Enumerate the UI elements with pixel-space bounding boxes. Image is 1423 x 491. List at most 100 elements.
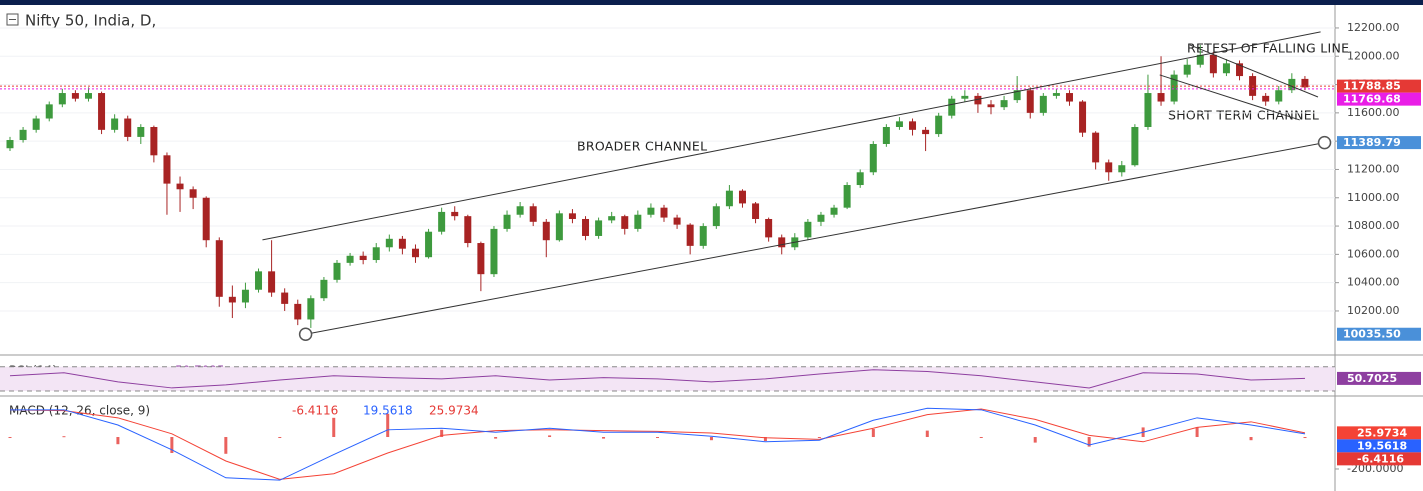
candle-body xyxy=(1118,165,1126,173)
candle-body xyxy=(1288,78,1296,91)
candle-body xyxy=(804,221,812,238)
candle-body xyxy=(215,240,223,297)
candle-body xyxy=(45,104,53,119)
candle-body xyxy=(1236,63,1244,77)
candle-body xyxy=(647,207,655,215)
candle-body xyxy=(346,255,354,263)
y-tick-label: 10800.00 xyxy=(1347,219,1400,232)
candle-body xyxy=(752,203,760,219)
candle-body xyxy=(1222,63,1230,74)
candle-body xyxy=(817,214,825,222)
candle-body xyxy=(1275,90,1283,102)
candle-body xyxy=(477,243,485,275)
trendline xyxy=(1159,74,1300,121)
candle-body xyxy=(425,231,433,258)
candle-body xyxy=(255,271,263,290)
candle-body xyxy=(935,115,943,135)
macd-histogram-bar xyxy=(440,429,444,438)
candle-body xyxy=(830,207,838,215)
candle-body xyxy=(621,216,629,229)
candle-body xyxy=(725,190,733,207)
candle-body xyxy=(503,214,511,229)
candle-body xyxy=(268,271,276,293)
macd-label: 19.5618 xyxy=(1357,439,1407,452)
trendline-handle xyxy=(1317,135,1332,150)
macd-histogram-bar xyxy=(1249,437,1253,441)
macd-histogram-bar xyxy=(62,436,66,438)
annotation: BROADER CHANNEL xyxy=(577,139,707,154)
candle-body xyxy=(228,296,236,303)
candle-body xyxy=(320,279,328,299)
macd-label-box xyxy=(1337,426,1421,440)
candle-body xyxy=(1209,54,1217,74)
y-tick-label: 10200.00 xyxy=(1347,304,1400,317)
macd-histogram-bar xyxy=(170,437,174,453)
candle-body xyxy=(516,206,524,215)
candle-body xyxy=(1039,95,1047,113)
rsi-line xyxy=(9,369,1306,389)
annotation: SHORT TERM CHANNEL xyxy=(1168,108,1319,123)
macd-histogram-bar xyxy=(602,437,606,439)
macd-histogram-bar xyxy=(925,430,929,438)
candle-body xyxy=(6,140,14,149)
chart-title: Nifty 50, India, D, xyxy=(25,12,156,30)
y-tick-label: 11200.00 xyxy=(1347,162,1400,175)
candle-body xyxy=(712,206,720,227)
candle-body xyxy=(71,93,79,99)
collapse-icon[interactable] xyxy=(6,13,19,26)
candle-body xyxy=(778,237,786,248)
price-label: 11769.68 xyxy=(1343,93,1401,106)
signal xyxy=(9,408,1306,480)
macd-histogram-bar xyxy=(494,437,498,439)
macd-histogram-bar xyxy=(224,437,228,454)
price-label-box xyxy=(1337,79,1421,93)
candle-body xyxy=(974,95,982,105)
candle-body xyxy=(1183,64,1191,75)
candle-body xyxy=(869,143,877,173)
annotation: RETEST OF FALLING LINE xyxy=(1187,41,1349,56)
candle-body xyxy=(385,238,393,248)
candle-body xyxy=(529,206,537,222)
candle-body xyxy=(464,216,472,244)
candle-body xyxy=(451,211,459,217)
candle-body xyxy=(1026,90,1034,113)
macd-histogram-bar xyxy=(116,437,120,445)
candle-body xyxy=(32,118,40,130)
macd-histogram-bar xyxy=(386,413,390,438)
macd-histogram-bar xyxy=(763,437,767,442)
candle-body xyxy=(856,172,864,186)
candle-body xyxy=(1301,78,1309,88)
macd-histogram-bar xyxy=(278,437,282,439)
candle-body xyxy=(1131,127,1139,166)
candle-body xyxy=(542,221,550,241)
candle-body xyxy=(150,127,158,156)
candle-body xyxy=(555,213,563,241)
y-tick-label: 11600.00 xyxy=(1347,106,1400,119)
candle-body xyxy=(961,95,969,99)
candle-body xyxy=(241,289,249,303)
trendline xyxy=(262,31,1321,241)
candle-body xyxy=(490,228,498,275)
candle-body xyxy=(163,155,171,184)
macd-histogram-bar xyxy=(656,437,659,439)
candle-body xyxy=(660,207,668,218)
trendline xyxy=(305,142,1325,335)
candle-body xyxy=(281,292,289,304)
candle-body xyxy=(98,93,106,130)
y-tick-label: 10600.00 xyxy=(1347,247,1400,260)
candle-body xyxy=(19,129,27,141)
candle-body xyxy=(398,238,406,249)
macd-histogram-bar xyxy=(1195,427,1199,438)
top-bar xyxy=(0,0,1423,5)
rsi-label-box xyxy=(1337,371,1421,385)
candle-body xyxy=(1196,54,1204,65)
macd-label: -6.4116 xyxy=(1357,452,1404,465)
macd-legend-signal: 25.9734 xyxy=(429,404,479,418)
candle-body xyxy=(359,255,367,261)
candle-body xyxy=(202,197,210,241)
macd-legend-hist: -6.4116 xyxy=(292,404,338,418)
macd-histogram-bar xyxy=(871,429,875,438)
candle-body xyxy=(137,127,145,137)
